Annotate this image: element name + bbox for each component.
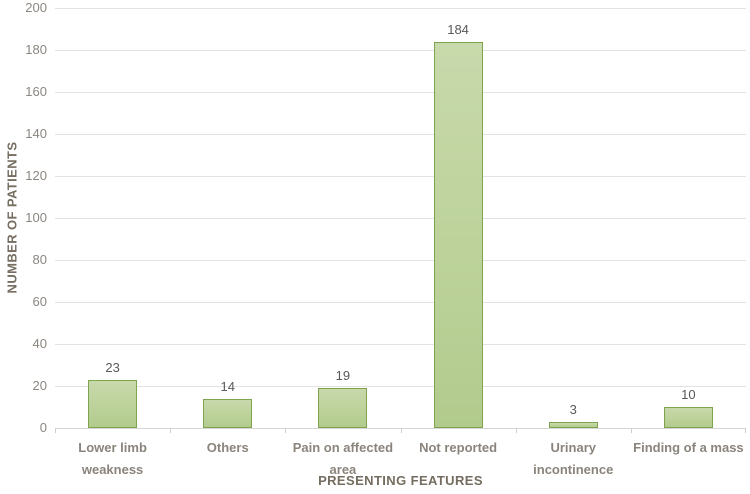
y-tick-label: 100	[25, 210, 47, 225]
x-tick	[170, 428, 172, 433]
y-tick-label: 60	[32, 294, 47, 309]
x-axis-category-labels: Lower limb weakness Others Pain on affecte…	[55, 437, 746, 481]
x-tick	[55, 428, 56, 433]
x-tick	[630, 428, 632, 433]
bar-value-label: 3	[569, 401, 577, 417]
y-tick-label: 40	[32, 336, 47, 351]
y-tick-label: 180	[25, 42, 47, 57]
bar	[88, 379, 138, 428]
plot-area: 23 14 19 184 3 10	[55, 8, 746, 429]
x-tick	[285, 428, 287, 433]
y-tick-label: 0	[39, 420, 47, 435]
y-tick-label: 200	[25, 0, 47, 15]
y-tick-label: 120	[25, 168, 47, 183]
bar	[663, 407, 713, 428]
y-tick-label: 20	[32, 378, 47, 393]
x-axis-title: PRESENTING FEATURES	[318, 473, 483, 488]
category-label: Urinary incontinence	[533, 440, 614, 477]
bar	[203, 398, 253, 428]
category-label: Finding of a mass	[633, 440, 744, 455]
x-axis-tick-marks	[55, 428, 746, 433]
bar-value-label: 184	[447, 21, 469, 37]
bar-value-label: 10	[681, 387, 696, 402]
y-tick-label: 160	[25, 84, 47, 99]
y-axis-tick-labels: 200 180 160 140 120 100 80 60 40 20 0	[0, 0, 47, 435]
category-label: Not reported	[419, 440, 498, 455]
x-tick	[515, 428, 517, 433]
bar-value-label: 23	[105, 359, 120, 375]
x-tick	[745, 428, 746, 433]
y-tick-label: 80	[32, 252, 47, 267]
bar	[433, 41, 483, 428]
bar	[548, 421, 598, 428]
x-tick	[400, 428, 402, 433]
bar-value-label: 14	[220, 378, 235, 394]
category-label: Pain on affected area	[292, 440, 394, 477]
category-label: Lower limb weakness	[78, 440, 147, 477]
bar	[318, 388, 368, 428]
y-tick-label: 140	[25, 126, 47, 141]
category-label: Others	[206, 440, 249, 455]
bar-value-label: 19	[335, 368, 351, 384]
